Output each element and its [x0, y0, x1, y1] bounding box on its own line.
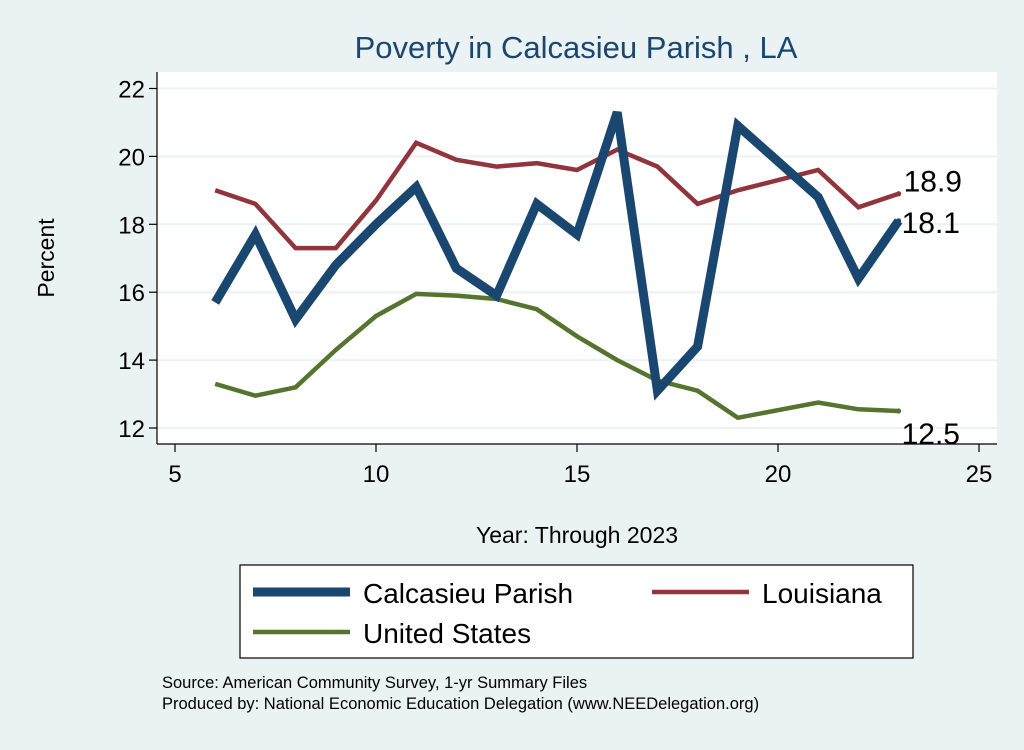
source-note: Source: American Community Survey, 1-yr … [162, 674, 587, 692]
end-label-louisiana: 18.9 [904, 166, 962, 199]
x-tick-label: 15 [564, 461, 591, 488]
series-lines [211, 110, 903, 421]
series-line-calcasieu-parish [211, 110, 903, 401]
y-tick-label: 12 [118, 416, 145, 443]
series-line-louisiana [214, 140, 900, 251]
y-tick-label: 16 [118, 280, 145, 307]
x-tick-label: 20 [765, 461, 792, 488]
series-endpoint-louisiana [896, 191, 902, 197]
y-tick-label: 14 [118, 348, 145, 375]
legend: Calcasieu Parish Louisiana United States [239, 564, 914, 659]
x-axis-label: Year: Through 2023 [476, 522, 678, 548]
y-tick-label: 20 [118, 144, 145, 171]
axes: 12 14 16 18 20 22 5 10 15 20 25 [118, 72, 997, 488]
x-tick-label: 5 [168, 461, 181, 488]
y-axis-label: Percent [33, 218, 59, 298]
series-endpoint-united-states [896, 408, 902, 414]
y-tick-label: 22 [118, 77, 145, 104]
x-tick-label: 25 [966, 461, 993, 488]
end-labels: 18.1 18.9 12.5 [902, 166, 962, 451]
produced-by-note: Produced by: National Economic Education… [162, 695, 759, 713]
legend-label-united-states: United States [363, 618, 531, 649]
legend-label-calcasieu-parish: Calcasieu Parish [363, 578, 573, 609]
end-label-united-states: 12.5 [902, 418, 960, 451]
grid-lines [157, 87, 997, 429]
end-label-calcasieu-parish: 18.1 [902, 207, 960, 240]
series-endpoint-calcasieu-parish [896, 218, 902, 224]
legend-label-louisiana: Louisiana [762, 578, 882, 609]
y-tick-label: 18 [118, 212, 145, 239]
chart-title: Poverty in Calcasieu Parish , LA [355, 30, 798, 65]
plot-area [157, 72, 997, 444]
series-line-united-states [214, 291, 899, 421]
legend-box [239, 564, 914, 659]
x-tick-label: 10 [363, 461, 390, 488]
